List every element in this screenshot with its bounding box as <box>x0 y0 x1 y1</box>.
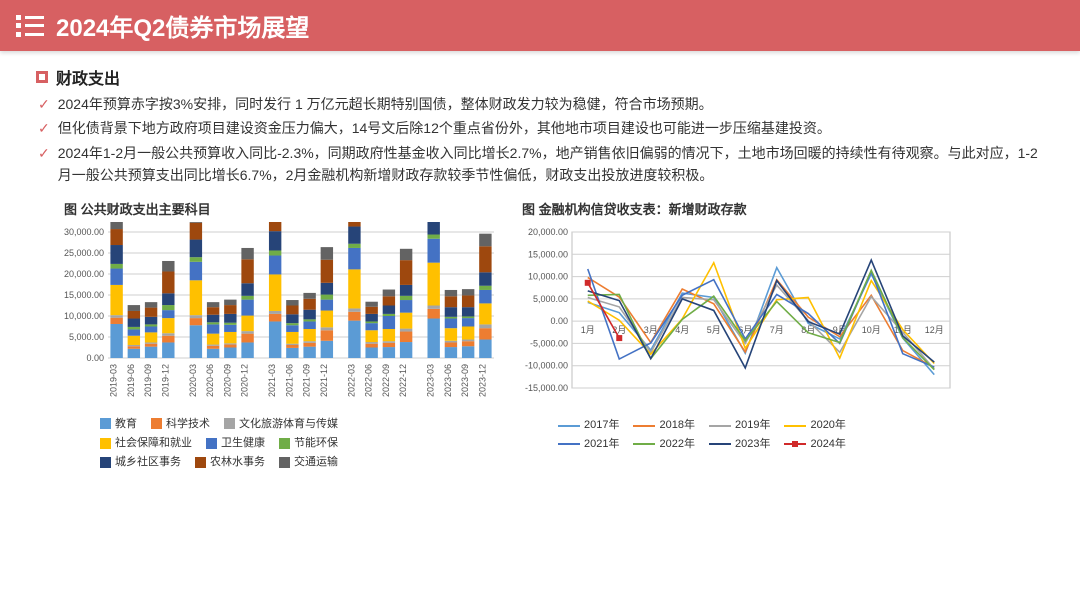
svg-text:2019-03: 2019-03 <box>109 364 119 397</box>
chart2-svg: -15,000.00 -10,000.00 -5,000.00 0.00 5,000.0… <box>518 222 958 412</box>
section-heading: 财政支出 <box>36 65 1044 89</box>
svg-text:15,000.00: 15,000.00 <box>64 290 104 300</box>
legend-item: 城乡社区事务 <box>100 454 181 471</box>
svg-text:2021-12: 2021-12 <box>319 364 329 397</box>
svg-text:2023-03: 2023-03 <box>426 364 436 397</box>
svg-text:5月: 5月 <box>707 325 721 335</box>
charts-row: 图 公共财政支出主要科目 0.00 5,000.00 10,000.00 15,000… <box>0 193 1080 484</box>
svg-text:2020-09: 2020-09 <box>222 364 232 397</box>
svg-text:2022-03: 2022-03 <box>346 364 356 397</box>
legend-item: 2023年 <box>709 436 770 454</box>
svg-text:2019-09: 2019-09 <box>143 364 153 397</box>
svg-text:2019-06: 2019-06 <box>126 364 136 397</box>
bullet-text: 2024年1-2月一般公共预算收入同比-2.3%，同期政府性基金收入同比增长2.… <box>58 142 1044 187</box>
legend-item: 农林水事务 <box>195 454 265 471</box>
svg-text:25,000.00: 25,000.00 <box>64 248 104 258</box>
legend-item: 节能环保 <box>279 435 338 452</box>
legend-item: 2024年 <box>784 436 845 454</box>
check-icon: ✓ <box>38 93 50 115</box>
slide: 2024年Q2债券市场展望 财政支出 ✓ 2024年预算赤字按3%安排，同时发行 … <box>0 0 1080 608</box>
content-area: 财政支出 ✓ 2024年预算赤字按3%安排，同时发行 1 万亿元超长期特别国债，整… <box>0 51 1080 187</box>
svg-text:2021-09: 2021-09 <box>302 364 312 397</box>
svg-text:2021-06: 2021-06 <box>284 364 294 397</box>
chart1-svg: 0.00 5,000.00 10,000.00 15,000.00 20,000.00 2… <box>60 222 500 412</box>
svg-text:0.00: 0.00 <box>550 316 568 326</box>
check-icon: ✓ <box>38 117 50 139</box>
legend-item: 2021年 <box>558 436 619 454</box>
list-icon <box>16 15 44 37</box>
bullet-list: ✓ 2024年预算赤字按3%安排，同时发行 1 万亿元超长期特别国债，整体财政发力… <box>36 93 1044 187</box>
legend-item: 社会保障和就业 <box>100 435 192 452</box>
svg-text:15,000.00: 15,000.00 <box>528 249 568 259</box>
svg-text:2020-06: 2020-06 <box>205 364 215 397</box>
chart1-legend: 教育科学技术文化旅游体育与传媒社会保障和就业卫生健康节能环保城乡社区事务农林水事… <box>60 412 500 474</box>
legend-item: 文化旅游体育与传媒 <box>224 416 338 433</box>
svg-text:2020-03: 2020-03 <box>188 364 198 397</box>
legend-item: 2020年 <box>784 417 845 435</box>
chart2-legend: 2017年 2018年 2019年 2020年 2021年 2022年 2023年 2024年 <box>518 412 958 454</box>
legend-item: 交通运输 <box>279 454 338 471</box>
check-icon: ✓ <box>38 142 50 187</box>
bullet-item: ✓ 但化债背景下地方政府项目建设资金压力偏大，14号文后除12个重点省份外，其他地… <box>36 117 1044 139</box>
bullet-item: ✓ 2024年预算赤字按3%安排，同时发行 1 万亿元超长期特别国债，整体财政发力… <box>36 93 1044 115</box>
svg-text:1月: 1月 <box>581 325 595 335</box>
svg-text:2023-09: 2023-09 <box>460 364 470 397</box>
legend-item: 卫生健康 <box>206 435 265 452</box>
svg-text:-5,000.00: -5,000.00 <box>530 338 568 348</box>
svg-text:2022-09: 2022-09 <box>381 364 391 397</box>
svg-text:2022-12: 2022-12 <box>398 364 408 397</box>
page-title: 2024年Q2债券市场展望 <box>56 8 309 43</box>
bullet-text: 2024年预算赤字按3%安排，同时发行 1 万亿元超长期特别国债，整体财政发力较… <box>58 93 713 115</box>
svg-text:12月: 12月 <box>925 325 944 335</box>
svg-text:2023-06: 2023-06 <box>443 364 453 397</box>
legend-item: 2022年 <box>633 436 694 454</box>
svg-text:-10,000.00: -10,000.00 <box>525 360 568 370</box>
svg-text:0.00: 0.00 <box>86 353 104 363</box>
svg-text:2019-12: 2019-12 <box>160 364 170 397</box>
chart-fiscal-expenditure: 图 公共财政支出主要科目 0.00 5,000.00 10,000.00 15,000… <box>60 193 500 474</box>
svg-text:5,000.00: 5,000.00 <box>69 332 104 342</box>
bullet-item: ✓2024年1-2月一般公共预算收入同比-2.3%，同期政府性基金收入同比增长2… <box>36 142 1044 187</box>
section-heading-text: 财政支出 <box>56 65 120 89</box>
svg-text:7月: 7月 <box>770 325 784 335</box>
svg-text:30,000.00: 30,000.00 <box>64 227 104 237</box>
legend-item: 教育 <box>100 416 137 433</box>
svg-text:10,000.00: 10,000.00 <box>528 271 568 281</box>
svg-text:20,000.00: 20,000.00 <box>528 227 568 237</box>
svg-text:-15,000.00: -15,000.00 <box>525 383 568 393</box>
legend-item: 2017年 <box>558 417 619 435</box>
svg-text:2021-03: 2021-03 <box>267 364 277 397</box>
chart-fiscal-deposits: 图 金融机构信贷收支表：新增财政存款 -15,000.00-10,000.00-… <box>518 193 958 474</box>
chart1-title: 图 公共财政支出主要科目 <box>64 199 500 218</box>
square-bullet-icon <box>36 71 48 83</box>
svg-text:5,000.00: 5,000.00 <box>533 293 568 303</box>
svg-text:20,000.00: 20,000.00 <box>64 269 104 279</box>
legend-item: 2019年 <box>709 417 770 435</box>
legend-item: 科学技术 <box>151 416 210 433</box>
svg-text:10,000.00: 10,000.00 <box>64 311 104 321</box>
legend-item: 2018年 <box>633 417 694 435</box>
chart2-title: 图 金融机构信贷收支表：新增财政存款 <box>522 199 958 218</box>
svg-text:10月: 10月 <box>862 325 881 335</box>
svg-text:2023-12: 2023-12 <box>477 364 487 397</box>
title-bar: 2024年Q2债券市场展望 <box>0 0 1080 51</box>
svg-text:2022-06: 2022-06 <box>364 364 374 397</box>
svg-text:2020-12: 2020-12 <box>240 364 250 397</box>
bullet-text: 但化债背景下地方政府项目建设资金压力偏大，14号文后除12个重点省份外，其他地市… <box>58 117 831 139</box>
